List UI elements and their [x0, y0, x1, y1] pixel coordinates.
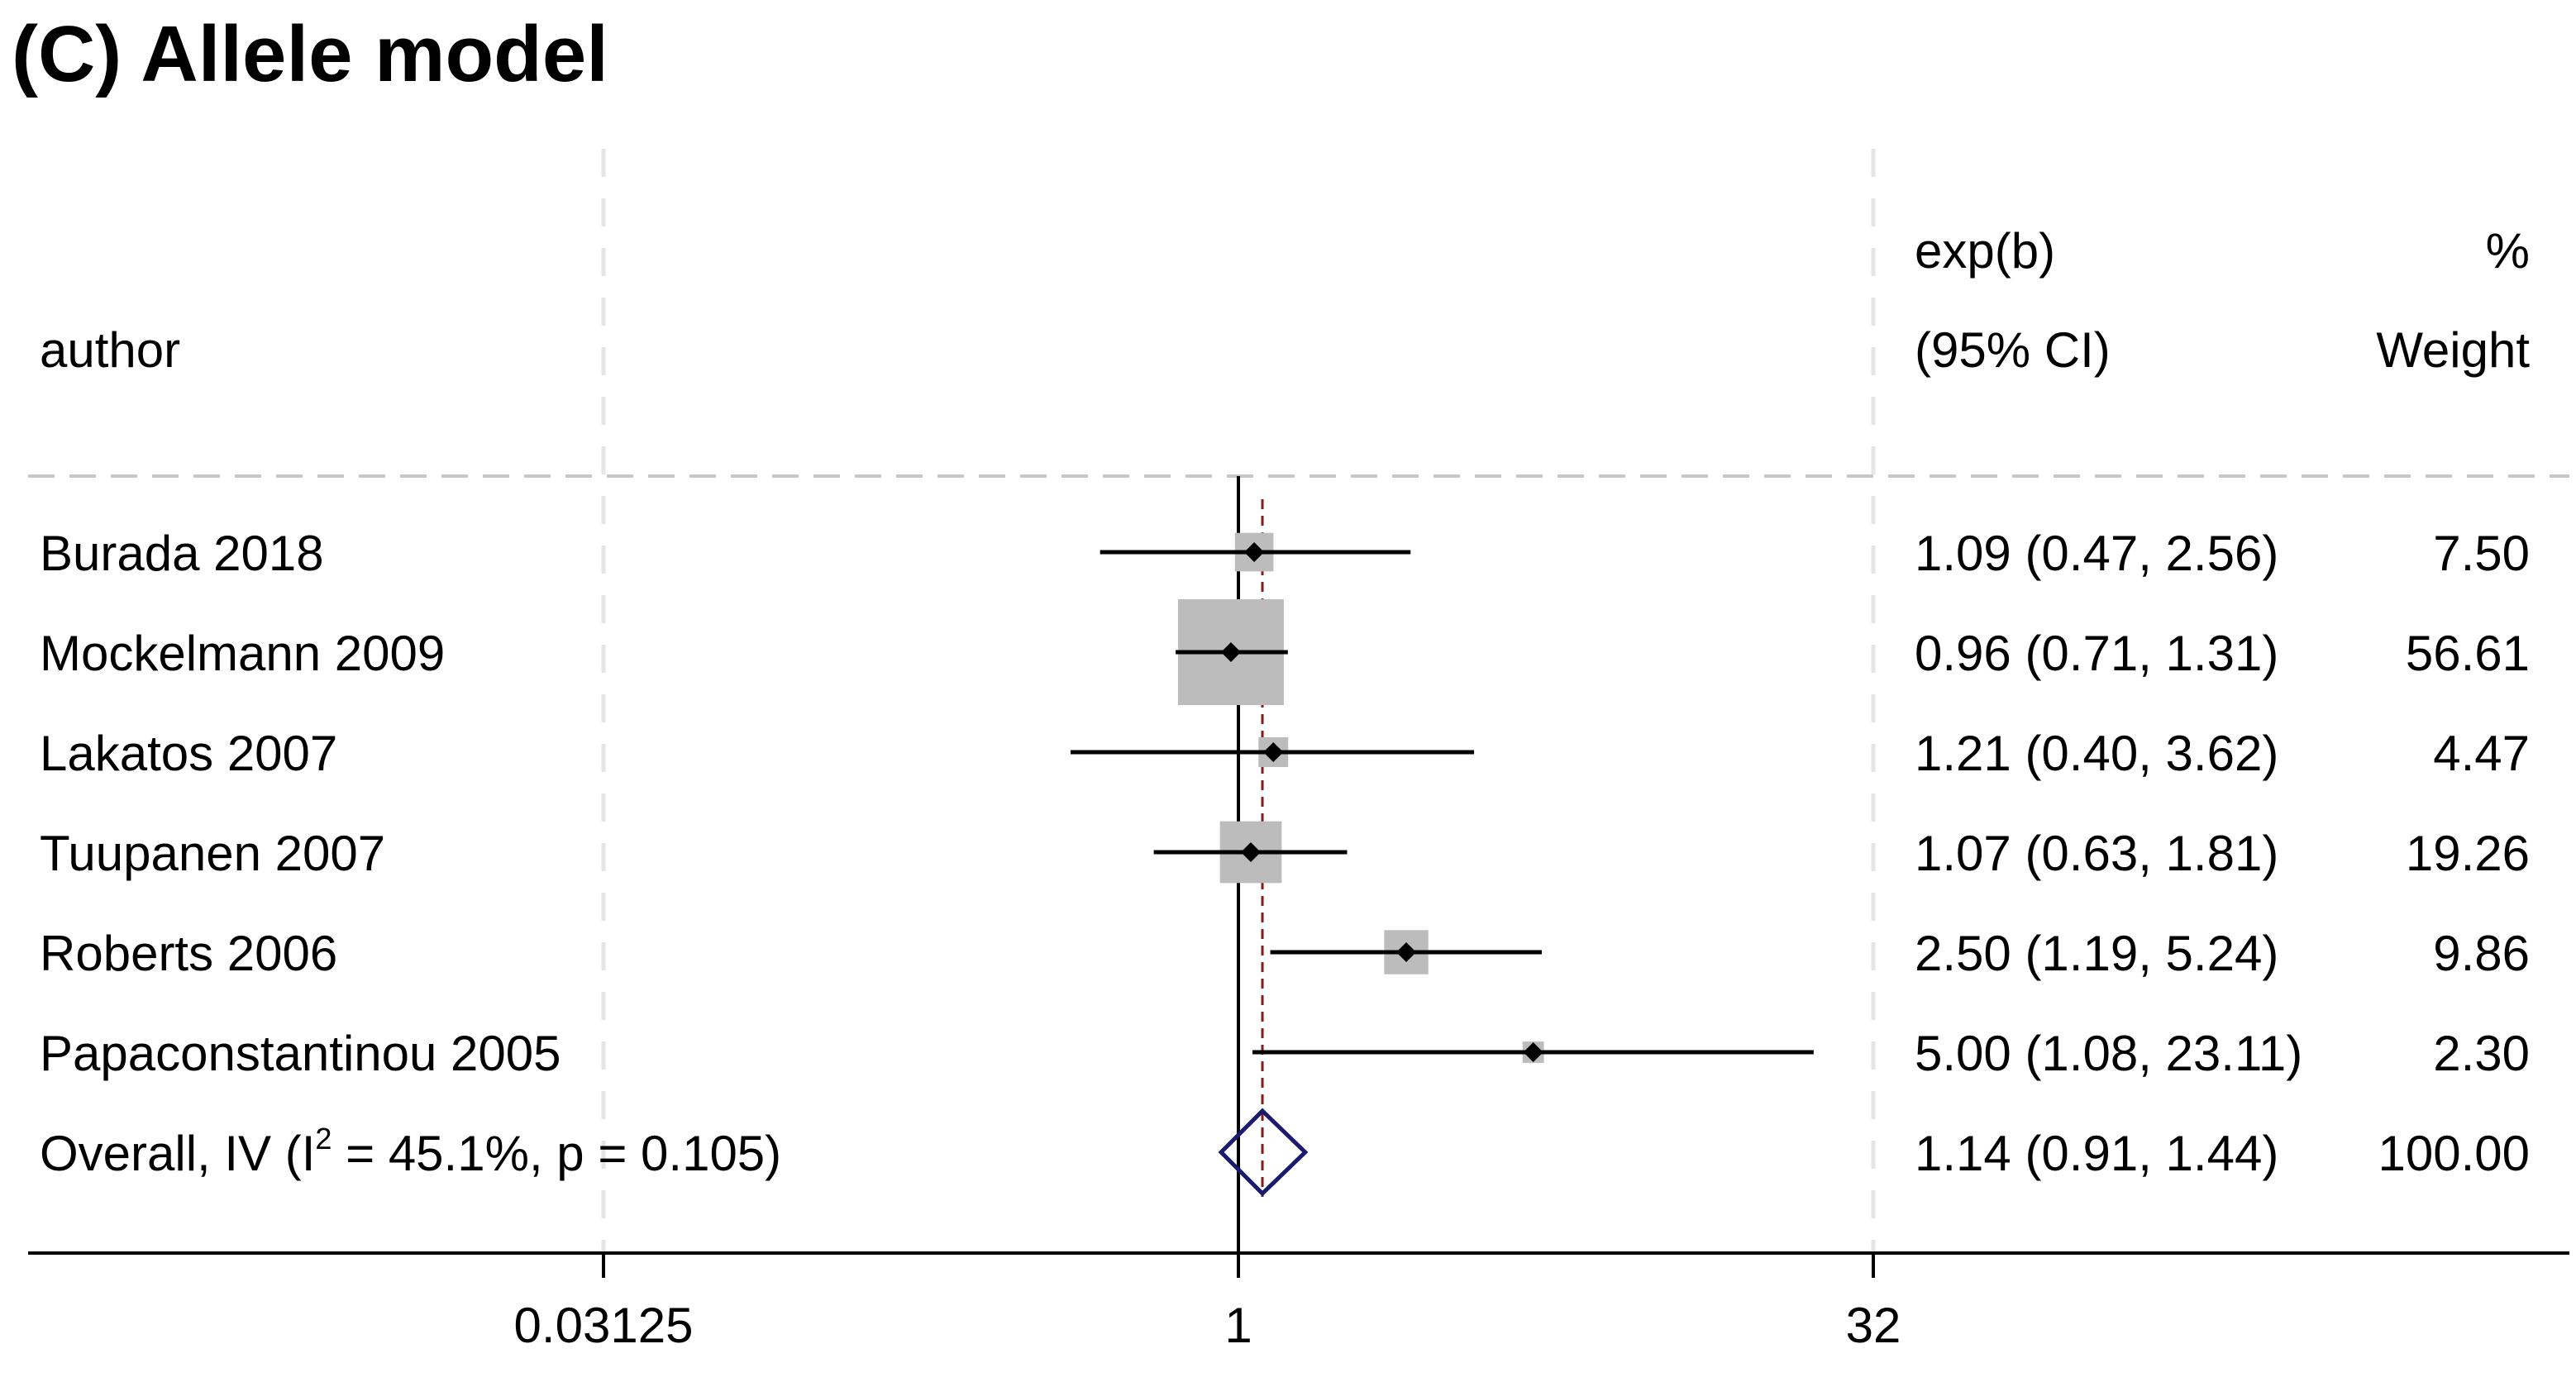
- study-weight-text: 4.47: [2433, 726, 2530, 781]
- study-ci-text: 1.09 (0.47, 2.56): [1915, 526, 2278, 581]
- study-label: Papaconstantinou 2005: [40, 1026, 561, 1081]
- study-label: Mockelmann 2009: [40, 626, 445, 681]
- study-ci-text: 5.00 (1.08, 23.11): [1915, 1026, 2302, 1081]
- study-row: Tuupanen 2007 1.07 (0.63, 1.81) 19.26: [40, 821, 2530, 884]
- study-ci-text: 0.96 (0.71, 1.31): [1915, 626, 2278, 681]
- overall-label: Overall, IV (I2 = 45.1%, p = 0.105): [40, 1122, 781, 1181]
- x-tick-label: 1: [1224, 1298, 1252, 1353]
- study-label: Burada 2018: [40, 526, 324, 581]
- study-ci-text: 2.50 (1.19, 5.24): [1915, 926, 2278, 981]
- overall-diamond: [1218, 1108, 1309, 1197]
- x-axis: 0.03125 1 32: [28, 1251, 2569, 1353]
- overall-ci-text: 1.14 (0.91, 1.44): [1915, 1126, 2278, 1181]
- overall-weight-text: 100.00: [2378, 1126, 2530, 1181]
- study-weight-text: 9.86: [2433, 926, 2530, 981]
- study-weight-text: 56.61: [2406, 626, 2530, 681]
- study-row: Papaconstantinou 2005 5.00 (1.08, 23.11) 2…: [40, 1026, 2530, 1081]
- point-estimate: [1523, 1042, 1543, 1062]
- study-row: Mockelmann 2009 0.96 (0.71, 1.31) 56.61: [40, 599, 2530, 705]
- study-row: Roberts 2006 2.50 (1.19, 5.24) 9.86: [40, 926, 2530, 981]
- study-weight-text: 7.50: [2433, 526, 2530, 581]
- study-label: Tuupanen 2007: [40, 826, 385, 881]
- header-effect-line2: (95% CI): [1915, 322, 2111, 378]
- study-rows: Burada 2018 1.09 (0.47, 2.56) 7.50 Mockelma…: [40, 526, 2530, 1081]
- study-label: Roberts 2006: [40, 926, 337, 981]
- point-estimate: [1263, 742, 1284, 762]
- study-row: Lakatos 2007 1.21 (0.40, 3.62) 4.47: [40, 726, 2530, 781]
- overall-row: Overall, IV (I2 = 45.1%, p = 0.105) 1.14…: [40, 1108, 2530, 1197]
- point-estimate: [1396, 942, 1417, 962]
- header-effect-line1: exp(b): [1915, 223, 2055, 279]
- point-estimate: [1244, 542, 1265, 562]
- study-ci-text: 1.07 (0.63, 1.81): [1915, 826, 2278, 881]
- vertical-gridlines: [601, 149, 1876, 1253]
- header-author: author: [40, 322, 180, 378]
- study-ci-text: 1.21 (0.40, 3.62): [1915, 726, 2278, 781]
- chart-title: (C) Allele model: [12, 10, 608, 98]
- point-estimate: [1220, 642, 1241, 662]
- header-weight-line1: %: [2486, 223, 2530, 279]
- study-label: Lakatos 2007: [40, 726, 337, 781]
- study-row: Burada 2018 1.09 (0.47, 2.56) 7.50: [40, 526, 2530, 581]
- study-weight-text: 19.26: [2406, 826, 2530, 881]
- point-estimate: [1240, 842, 1261, 862]
- x-tick-label: 32: [1846, 1298, 1901, 1353]
- study-weight-text: 2.30: [2433, 1026, 2530, 1081]
- x-tick-label: 0.03125: [514, 1298, 694, 1353]
- header-weight-line2: Weight: [2376, 322, 2530, 378]
